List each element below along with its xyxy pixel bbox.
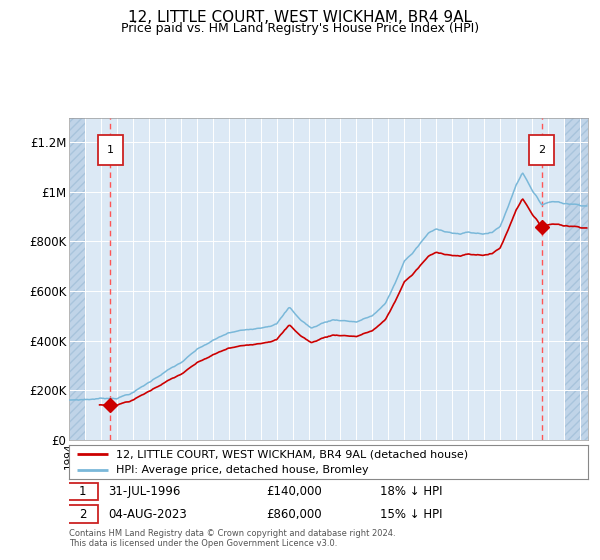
Text: 04-AUG-2023: 04-AUG-2023 [108, 508, 187, 521]
Text: This data is licensed under the Open Government Licence v3.0.: This data is licensed under the Open Gov… [69, 539, 337, 548]
Bar [564, 118, 588, 440]
Text: 1: 1 [79, 485, 86, 498]
Text: Price paid vs. HM Land Registry's House Price Index (HPI): Price paid vs. HM Land Registry's House … [121, 22, 479, 35]
Text: 1: 1 [107, 145, 114, 155]
Text: HPI: Average price, detached house, Bromley: HPI: Average price, detached house, Brom… [116, 465, 368, 475]
Text: 12, LITTLE COURT, WEST WICKHAM, BR4 9AL: 12, LITTLE COURT, WEST WICKHAM, BR4 9AL [128, 10, 472, 25]
Text: 12, LITTLE COURT, WEST WICKHAM, BR4 9AL (detached house): 12, LITTLE COURT, WEST WICKHAM, BR4 9AL … [116, 449, 468, 459]
Text: 31-JUL-1996: 31-JUL-1996 [108, 485, 181, 498]
Text: 18% ↓ HPI: 18% ↓ HPI [380, 485, 443, 498]
FancyBboxPatch shape [529, 134, 554, 165]
Text: 15% ↓ HPI: 15% ↓ HPI [380, 508, 443, 521]
Text: £860,000: £860,000 [266, 508, 322, 521]
FancyBboxPatch shape [67, 505, 98, 523]
Text: 2: 2 [79, 508, 86, 521]
Text: £140,000: £140,000 [266, 485, 322, 498]
FancyBboxPatch shape [98, 134, 122, 165]
Text: 2: 2 [538, 145, 545, 155]
Bar [69, 118, 85, 440]
Text: Contains HM Land Registry data © Crown copyright and database right 2024.: Contains HM Land Registry data © Crown c… [69, 529, 395, 538]
FancyBboxPatch shape [67, 483, 98, 501]
